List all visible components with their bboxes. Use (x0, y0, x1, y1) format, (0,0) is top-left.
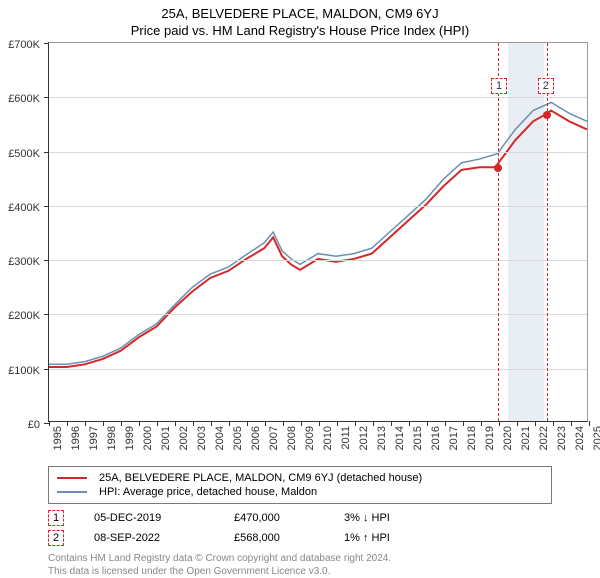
y-axis-label: £100K (8, 365, 40, 377)
legend-label: 25A, BELVEDERE PLACE, MALDON, CM9 6YJ (d… (99, 472, 422, 484)
x-axis-label: 2017 (448, 426, 460, 450)
legend-item: HPI: Average price, detached house, Mald… (57, 485, 543, 499)
x-axis-label: 2002 (178, 426, 190, 450)
x-axis-labels: 1995 1996 1997 1998 1999 2000 2001 2002 2003 2004… (48, 422, 588, 462)
y-axis-label: £500K (8, 148, 40, 160)
x-axis-label: 2013 (376, 426, 388, 450)
x-axis-label: 2004 (214, 426, 226, 450)
transaction-row: 2 08-SEP-2022 £568,000 1% ↑ HPI (48, 528, 552, 548)
x-axis-label: 2019 (484, 426, 496, 450)
x-axis-label: 2011 (340, 426, 352, 450)
footer-credits: Contains HM Land Registry data © Crown c… (48, 552, 552, 578)
transactions-table: 1 05-DEC-2019 £470,000 3% ↓ HPI 2 08-SEP-2022… (48, 508, 552, 548)
marker-box-2: 2 (538, 78, 554, 94)
x-axis-label: 2008 (286, 426, 298, 450)
transaction-marker: 1 (48, 510, 64, 526)
transaction-diff: 1% ↑ HPI (344, 532, 424, 544)
x-axis-label: 1998 (106, 426, 118, 450)
page-subtitle: Price paid vs. HM Land Registry's House … (0, 21, 600, 42)
transaction-marker: 2 (48, 530, 64, 546)
marker-dot-2 (543, 111, 551, 119)
x-axis-label: 2014 (394, 426, 406, 450)
chart-area: 12 (48, 42, 588, 422)
x-axis-label: 2003 (196, 426, 208, 450)
x-axis-label: 2010 (322, 426, 334, 450)
y-axis-label: £0 (28, 419, 40, 431)
series-property (49, 111, 587, 367)
x-axis-label: 2023 (556, 426, 568, 450)
footer-line-2: This data is licensed under the Open Gov… (48, 565, 552, 578)
y-axis-label: £200K (8, 310, 40, 322)
x-axis-label: 1995 (52, 426, 64, 450)
footer-line-1: Contains HM Land Registry data © Crown c… (48, 552, 552, 565)
transaction-price: £568,000 (234, 532, 314, 544)
transaction-price: £470,000 (234, 512, 314, 524)
x-axis-label: 2007 (268, 426, 280, 450)
transaction-date: 05-DEC-2019 (94, 512, 204, 524)
x-axis-label: 2022 (538, 426, 550, 450)
x-axis-label: 2001 (160, 426, 172, 450)
legend-swatch (57, 477, 87, 479)
x-axis-label: 1997 (88, 426, 100, 450)
y-axis-label: £600K (8, 93, 40, 105)
x-axis-label: 2015 (412, 426, 424, 450)
x-axis-label: 2005 (232, 426, 244, 450)
marker-box-1: 1 (491, 78, 507, 94)
legend-label: HPI: Average price, detached house, Mald… (99, 486, 317, 498)
y-axis-label: £400K (8, 202, 40, 214)
x-axis-label: 2024 (574, 426, 586, 450)
x-axis-label: 2016 (430, 426, 442, 450)
x-axis-label: 2009 (304, 426, 316, 450)
legend-swatch (57, 491, 87, 493)
x-axis-label: 1999 (124, 426, 136, 450)
x-axis-label: 2012 (358, 426, 370, 450)
transaction-date: 08-SEP-2022 (94, 532, 204, 544)
transaction-row: 1 05-DEC-2019 £470,000 3% ↓ HPI (48, 508, 552, 528)
transaction-diff: 3% ↓ HPI (344, 512, 424, 524)
x-axis-label: 1996 (70, 426, 82, 450)
marker-dot-1 (494, 164, 502, 172)
x-axis-label: 2000 (142, 426, 154, 450)
legend-item: 25A, BELVEDERE PLACE, MALDON, CM9 6YJ (d… (57, 471, 543, 485)
y-axis-label: £300K (8, 256, 40, 268)
x-axis-label: 2018 (466, 426, 478, 450)
legend-box: 25A, BELVEDERE PLACE, MALDON, CM9 6YJ (d… (48, 466, 552, 504)
x-axis-label: 2021 (520, 426, 532, 450)
series-hpi (49, 102, 587, 364)
x-axis-label: 2025 (592, 426, 600, 450)
page-title: 25A, BELVEDERE PLACE, MALDON, CM9 6YJ (0, 0, 600, 21)
y-axis-label: £700K (8, 39, 40, 51)
x-axis-label: 2020 (502, 426, 514, 450)
chart-svg (49, 43, 587, 421)
x-axis-label: 2006 (250, 426, 262, 450)
